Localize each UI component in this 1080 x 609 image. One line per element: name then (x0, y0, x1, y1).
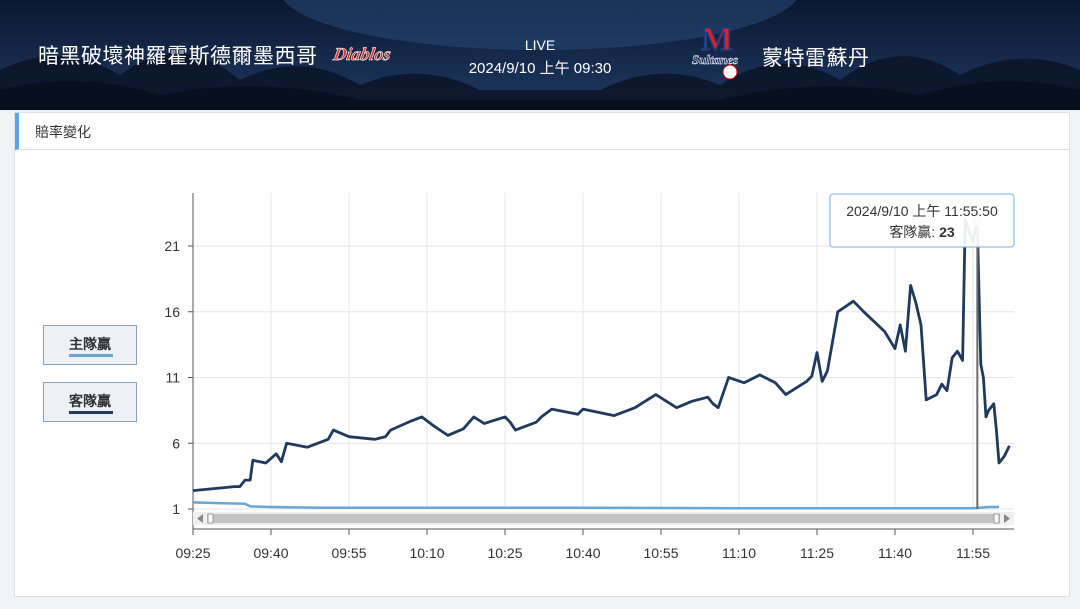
chart-tooltip: 2024/9/10 上午 11:55:50 客隊贏: 23 (829, 193, 1015, 248)
tooltip-value: 客隊贏: 23 (889, 224, 955, 240)
match-datetime: 2024/9/10 上午 09:30 (468, 60, 612, 77)
x-tick-label: 11:25 (800, 545, 834, 561)
legend-home-swatch (69, 354, 113, 357)
stadium-background (0, 0, 1080, 110)
x-tick-label: 11:10 (722, 545, 756, 561)
legend-away-label: 客隊贏 (69, 393, 111, 409)
y-tick-label: 11 (165, 370, 180, 386)
legend-away-swatch (69, 411, 113, 414)
scrollbar-thumb[interactable] (207, 514, 1000, 523)
svg-text:M: M (701, 21, 733, 58)
x-tick-label: 10:40 (565, 545, 600, 561)
tooltip-series-label: 客隊贏: (889, 224, 939, 240)
home-win-series-line (192, 501, 999, 510)
panel-header: 賠率變化 (15, 113, 1069, 150)
svg-text:Sultanes: Sultanes (692, 52, 738, 67)
scrollbar-handle-left[interactable] (207, 513, 214, 524)
scroll-left-icon[interactable] (197, 514, 203, 523)
y-tick-label: 21 (164, 238, 180, 254)
tooltip-time: 2024/9/10 上午 11:55:50 (846, 203, 998, 219)
x-tick-label: 10:10 (409, 545, 444, 561)
legend-home-label: 主隊贏 (69, 336, 111, 352)
y-tick-label: 1 (172, 501, 180, 517)
scroll-right-icon[interactable] (1004, 514, 1010, 523)
x-tick-label: 09:55 (331, 545, 366, 561)
away-win-series-line (192, 218, 1011, 492)
away-team-logo: M Sultanes (692, 20, 738, 80)
tooltip-series-value: 23 (939, 224, 955, 240)
away-team-name: 蒙特雷蘇丹 (762, 47, 870, 70)
x-tick-label: 10:25 (487, 545, 522, 561)
panel-title: 賠率變化 (35, 124, 91, 140)
x-tick-label: 09:25 (175, 545, 210, 561)
scrollbar-handle-right[interactable] (993, 513, 1000, 524)
legend-away-win[interactable]: 客隊贏 (43, 382, 137, 422)
legend-home-win[interactable]: 主隊贏 (43, 325, 137, 365)
y-tick-label: 16 (164, 304, 180, 320)
svg-text:Diablos: Diablos (331, 44, 392, 64)
x-tick-label: 10:55 (643, 545, 678, 561)
x-tick-label: 11:55 (956, 545, 990, 561)
live-label: LIVE (524, 37, 556, 53)
x-tick-label: 09:40 (253, 545, 288, 561)
tooltip-box (829, 193, 1015, 248)
match-header: 暗黑破壞神羅霍斯德爾墨西哥 Diablos LIVE 2024/9/10 上午 … (0, 0, 1080, 110)
home-team-logo: Diablos (331, 44, 393, 64)
y-tick-label: 6 (172, 435, 180, 451)
home-team-name: 暗黑破壞神羅霍斯德爾墨西哥 (38, 45, 318, 68)
x-tick-label: 11:40 (878, 545, 912, 561)
